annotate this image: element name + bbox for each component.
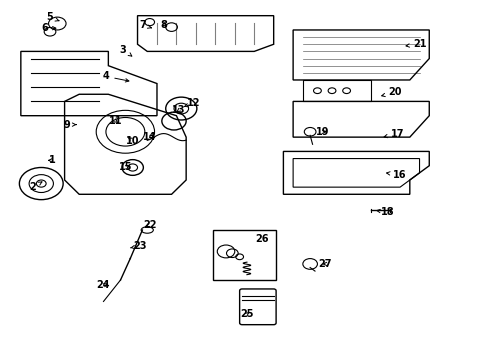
Text: 25: 25 xyxy=(240,309,253,319)
Text: 26: 26 xyxy=(254,234,268,244)
Text: 3: 3 xyxy=(120,45,132,56)
Text: 27: 27 xyxy=(317,259,331,269)
Text: 10: 10 xyxy=(126,136,139,146)
Text: 17: 17 xyxy=(384,129,404,139)
Text: 16: 16 xyxy=(386,170,406,180)
Text: 21: 21 xyxy=(405,39,426,49)
Text: 6: 6 xyxy=(41,23,56,33)
Text: 23: 23 xyxy=(130,241,146,251)
Text: 8: 8 xyxy=(161,19,167,30)
Text: 4: 4 xyxy=(102,71,129,82)
Text: 9: 9 xyxy=(63,120,76,130)
Text: 24: 24 xyxy=(97,280,110,291)
Text: 2: 2 xyxy=(30,182,42,192)
Text: 13: 13 xyxy=(172,105,185,115)
Text: 1: 1 xyxy=(49,156,56,165)
Text: 20: 20 xyxy=(381,87,401,98)
Text: 12: 12 xyxy=(183,98,200,108)
Text: 15: 15 xyxy=(119,162,132,172)
Text: 5: 5 xyxy=(46,13,59,22)
Text: 19: 19 xyxy=(315,127,328,137)
Text: 18: 18 xyxy=(376,207,394,217)
Text: 14: 14 xyxy=(142,132,156,142)
Text: 7: 7 xyxy=(139,19,151,30)
Text: 11: 11 xyxy=(109,116,122,126)
Text: 22: 22 xyxy=(142,220,156,230)
